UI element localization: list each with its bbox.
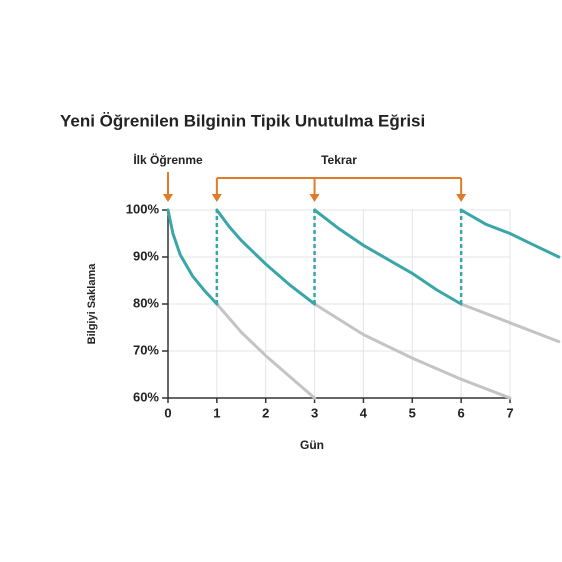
line (166, 208, 219, 306)
line (459, 302, 561, 344)
y-axis-label: Bilgiyi Saklama (86, 263, 98, 345)
y-tick-label: 80% (133, 295, 159, 310)
chart-title: Yeni Öğrenilen Bilginin Tipik Unutulma E… (60, 111, 425, 130)
plot (166, 208, 561, 400)
line (215, 302, 317, 400)
annotation: Tekrar (321, 153, 357, 167)
x-axis-label: Gün (300, 438, 324, 452)
annotation-arrow-head (456, 194, 467, 202)
x-tick-label: 2 (262, 405, 269, 420)
annotation-arrow-head (309, 194, 320, 202)
x-tick-label: 3 (311, 405, 318, 420)
annotation-arrow-head (211, 194, 222, 202)
annotation: İlk Öğrenme (133, 152, 203, 167)
y-tick-label: 100% (126, 201, 160, 216)
y-tick-label: 60% (133, 389, 159, 404)
x-tick-label: 7 (506, 405, 513, 420)
y-tick-label: 90% (133, 248, 159, 263)
x-tick-label: 0 (164, 405, 171, 420)
annotation-arrow-head (163, 194, 173, 202)
line (313, 302, 512, 400)
x-tick-label: 1 (213, 405, 220, 420)
line (215, 208, 317, 306)
line (459, 208, 561, 259)
line (313, 208, 463, 306)
x-tick-label: 6 (458, 405, 465, 420)
x-tick-label: 5 (409, 405, 416, 420)
y-tick-label: 70% (133, 342, 159, 357)
x-tick-label: 4 (360, 405, 368, 420)
